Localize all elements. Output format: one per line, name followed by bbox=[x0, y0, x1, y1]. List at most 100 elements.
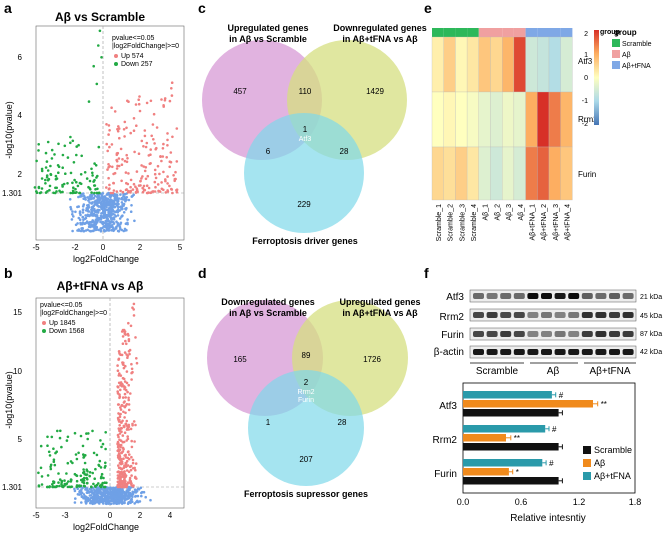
volcano-point-up bbox=[116, 385, 119, 388]
volcano-point-ns bbox=[121, 203, 124, 207]
volcano-point-up bbox=[121, 450, 125, 453]
volcano-point-up bbox=[137, 184, 141, 187]
venn-d-count: 165 bbox=[233, 355, 247, 364]
volcano-point-up bbox=[117, 157, 121, 160]
volcano-point-up bbox=[127, 349, 131, 353]
heatmap-cell bbox=[443, 36, 456, 93]
heatmap-cell bbox=[513, 36, 526, 93]
bar-a bbox=[463, 434, 506, 442]
volcano-point-ns bbox=[107, 211, 110, 214]
bar-legend-item: Aβ bbox=[594, 458, 605, 468]
heatmap-cell bbox=[431, 36, 444, 93]
blot-label: Rrm2 bbox=[440, 312, 465, 323]
volcano-point-ns bbox=[92, 491, 96, 495]
volcano-point-up bbox=[121, 190, 125, 194]
blot-band bbox=[568, 312, 580, 318]
volcano-point-up bbox=[124, 422, 128, 426]
volcano-point-ns bbox=[102, 195, 105, 198]
heatmap-group-cell bbox=[537, 28, 549, 37]
volcano-point-up bbox=[120, 163, 124, 166]
volcano-point-up bbox=[119, 427, 123, 430]
volcano-point-ns bbox=[86, 204, 89, 207]
volcano-point-up bbox=[133, 466, 136, 470]
heatmap-row-label: Rrm2 bbox=[578, 115, 598, 124]
volcano-point-ns bbox=[90, 211, 94, 214]
volcano-point-ns bbox=[114, 501, 118, 505]
volcano-point-down bbox=[75, 180, 78, 184]
volcano-point-ns bbox=[69, 207, 73, 211]
volcano-point-ns bbox=[104, 502, 108, 505]
bar-legend-item: Scramble bbox=[594, 445, 632, 455]
volcano-point-up bbox=[123, 332, 127, 336]
volcano-point-up bbox=[117, 357, 121, 361]
volcano-point-ns bbox=[90, 206, 94, 209]
blot-band bbox=[513, 293, 525, 299]
volcano-point-up bbox=[108, 129, 111, 132]
volcano-point-up bbox=[136, 190, 139, 194]
volcano-point-down bbox=[53, 463, 57, 467]
volcano-point-down bbox=[66, 485, 70, 489]
volcano-point-down bbox=[71, 191, 74, 195]
volcano-point-up bbox=[127, 428, 130, 431]
volcano-point-ns bbox=[84, 214, 87, 217]
volcano-point-down bbox=[35, 191, 39, 194]
heatmap-cell bbox=[525, 91, 538, 148]
blot-band bbox=[622, 312, 634, 318]
volcano-point-up bbox=[175, 188, 179, 191]
volcano-point-up bbox=[125, 464, 129, 468]
volcano-point-ns bbox=[122, 491, 125, 494]
volcano-point-ns bbox=[106, 490, 109, 493]
volcano-point-ns bbox=[87, 491, 91, 494]
volcano-point-up bbox=[131, 458, 135, 462]
bar-scramble bbox=[463, 443, 559, 451]
volcano-point-down bbox=[100, 472, 104, 476]
volcano-point-ns bbox=[136, 494, 140, 498]
volcano-point-down bbox=[74, 453, 78, 456]
blot-band bbox=[473, 331, 484, 337]
volcano-point-ns bbox=[128, 487, 131, 491]
volcano-point-down bbox=[48, 184, 52, 188]
blot-band bbox=[486, 349, 498, 355]
panel-a-legend-criteria: |log2FoldChange|>=0 bbox=[112, 43, 179, 50]
volcano-point-up bbox=[166, 144, 169, 147]
volcano-point-up bbox=[133, 440, 136, 443]
blot-band bbox=[513, 331, 525, 337]
heatmap-cell bbox=[431, 146, 444, 201]
volcano-point-ns bbox=[120, 196, 124, 200]
heatmap-column-label: Scramble_3 bbox=[459, 204, 466, 241]
panel-d-letter: d bbox=[198, 265, 207, 281]
panel-f: f Atf3 Rrm2 Furin β-actin 21 kDa 45 kDa … bbox=[424, 265, 662, 524]
volcano-point-up bbox=[123, 120, 127, 124]
heatmap-scale-label: group bbox=[600, 29, 620, 36]
volcano-point-up bbox=[122, 410, 125, 414]
heatmap-cell bbox=[443, 91, 456, 148]
volcano-point-down bbox=[85, 476, 88, 480]
volcano-point-up bbox=[174, 170, 177, 174]
volcano-point-ns bbox=[71, 210, 74, 213]
volcano-point-ns bbox=[128, 492, 131, 496]
volcano-point-down bbox=[91, 171, 94, 175]
heatmap-cells bbox=[431, 36, 573, 201]
volcano-point-ns bbox=[116, 222, 120, 225]
volcano-point-ns bbox=[99, 229, 103, 232]
panel-b-legend-down: Down 1568 bbox=[49, 328, 85, 335]
panel-a-xtick: 5 bbox=[178, 243, 183, 252]
volcano-point-ns bbox=[123, 195, 126, 199]
bar-category-label: Rrm2 bbox=[433, 435, 458, 446]
heatmap-cell bbox=[525, 36, 538, 93]
volcano-point-ns bbox=[81, 215, 84, 219]
blot-label: Atf3 bbox=[446, 292, 464, 303]
volcano-point-ns bbox=[81, 208, 85, 212]
volcano-point-up bbox=[106, 149, 109, 153]
volcano-point-ns bbox=[82, 229, 85, 233]
volcano-point-up bbox=[118, 352, 121, 355]
volcano-point-ns bbox=[96, 217, 99, 220]
volcano-point-down bbox=[54, 186, 57, 190]
volcano-point-ns bbox=[113, 213, 116, 216]
heatmap-cell bbox=[455, 91, 468, 148]
volcano-point-ns bbox=[88, 220, 92, 224]
volcano-point-up bbox=[142, 145, 145, 148]
volcano-point-ns bbox=[113, 199, 116, 202]
volcano-point-ns bbox=[69, 205, 72, 209]
volcano-point-ns bbox=[107, 223, 110, 226]
